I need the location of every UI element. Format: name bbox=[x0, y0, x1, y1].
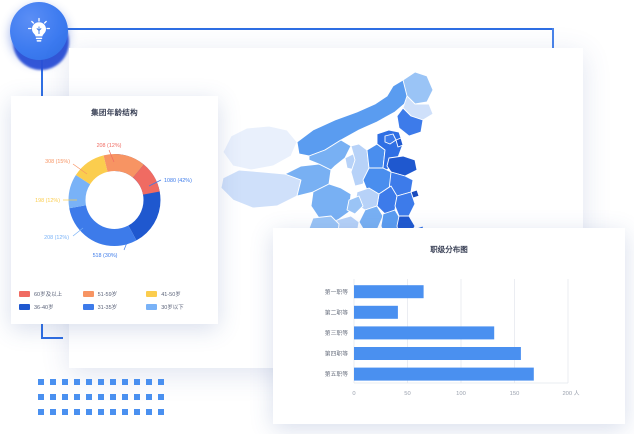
bar-ylabel-rank-2: 第二职等 bbox=[325, 308, 348, 316]
china-map[interactable] bbox=[217, 56, 447, 266]
bar-ylabel-rank-4: 第四职等 bbox=[325, 350, 348, 358]
legend-label-36-40: 36-40岁 bbox=[34, 305, 54, 311]
rank-distribution-card: 职级分布图 bbox=[273, 228, 625, 424]
bar-rank-3 bbox=[354, 326, 495, 340]
connector-line-top bbox=[42, 28, 554, 30]
bar-rank-4 bbox=[354, 347, 521, 360]
dot-grid-decoration bbox=[38, 379, 170, 421]
donut-legend: 60岁及以上 51-59岁 41-50岁 36-40岁 31-35岁 30岁以下 bbox=[11, 290, 218, 316]
bar-xtick-50: 50 bbox=[404, 391, 410, 397]
bar-xtick-150: 150 bbox=[510, 391, 520, 397]
legend-item-60-plus[interactable]: 60岁及以上 bbox=[19, 290, 83, 298]
bar-chart-title: 职级分布图 bbox=[430, 245, 468, 254]
china-map-svg bbox=[220, 71, 434, 265]
bar-ylabel-rank-3: 第三职等 bbox=[325, 329, 348, 337]
bar-chart[interactable]: 第一职等 第二职等 第三职等 第四职等 第五职等 0 50 100 150 20… bbox=[273, 255, 625, 410]
legend-item-under-30[interactable]: 30岁以下 bbox=[146, 303, 210, 311]
bar-rank-5 bbox=[354, 367, 534, 381]
bar-ylabel-rank-1: 第一职等 bbox=[325, 288, 348, 296]
legend-item-51-59[interactable]: 51-59岁 bbox=[82, 290, 147, 298]
legend-item-36-40[interactable]: 36-40岁 bbox=[19, 303, 83, 311]
donut-chart[interactable]: 1080 (42%) 518 (30%) 208 (12%) 198 (12%)… bbox=[11, 118, 218, 278]
legend-swatch-60-plus bbox=[19, 291, 30, 297]
bar-rank-2 bbox=[354, 305, 398, 319]
lightbulb-badge bbox=[10, 2, 72, 70]
legend-label-under-30: 30岁以下 bbox=[161, 305, 184, 311]
bar-xtick-200: 200 人 bbox=[562, 390, 579, 397]
legend-swatch-41-50 bbox=[146, 291, 158, 297]
bar-series bbox=[354, 285, 534, 381]
donut-label-under-30: 208 (12%) bbox=[44, 235, 69, 241]
bar-xtick-0: 0 bbox=[352, 391, 355, 397]
legend-label-41-50: 41-50岁 bbox=[161, 292, 181, 298]
legend-swatch-under-30 bbox=[146, 304, 158, 310]
connector-line-right bbox=[552, 28, 554, 58]
connector-line-bottom bbox=[41, 337, 63, 339]
donut-slice-31-35 bbox=[68, 154, 161, 246]
age-structure-card: 集团年龄结构 bbox=[11, 96, 218, 324]
bar-ylabel-rank-5: 第五职等 bbox=[325, 370, 348, 378]
donut-chart-svg: 1080 (42%) 518 (30%) 208 (12%) 198 (12%)… bbox=[35, 143, 192, 259]
bar-rank-1 bbox=[354, 285, 424, 299]
legend-label-31-35: 31-35岁 bbox=[97, 305, 118, 311]
donut-label-36-40: 1080 (42%) bbox=[164, 178, 192, 184]
legend-swatch-31-35 bbox=[82, 304, 94, 310]
donut-label-60-plus: 208 (12%) bbox=[97, 143, 122, 149]
badge-circle bbox=[10, 2, 68, 60]
lightbulb-icon bbox=[27, 17, 51, 42]
legend-swatch-36-40 bbox=[19, 304, 30, 310]
legend-label-60-plus: 60岁及以上 bbox=[34, 292, 63, 298]
donut-slice-51-59 bbox=[68, 154, 161, 246]
legend-label-51-59: 51-59岁 bbox=[97, 292, 118, 298]
bar-chart-svg: 第一职等 第二职等 第三职等 第四职等 第五职等 0 50 100 150 20… bbox=[325, 279, 580, 397]
donut-chart-title: 集团年龄结构 bbox=[91, 108, 138, 117]
legend-item-31-35[interactable]: 31-35岁 bbox=[82, 303, 147, 311]
donut-label-41-50: 198 (12%) bbox=[35, 198, 60, 204]
legend-item-41-50[interactable]: 41-50岁 bbox=[146, 290, 210, 298]
bar-xtick-100: 100 bbox=[456, 391, 466, 397]
legend-swatch-51-59 bbox=[82, 291, 94, 297]
donut-label-51-59: 308 (15%) bbox=[45, 159, 70, 165]
dot-grid-svg bbox=[38, 379, 164, 415]
donut-label-31-35: 518 (30%) bbox=[93, 253, 118, 259]
